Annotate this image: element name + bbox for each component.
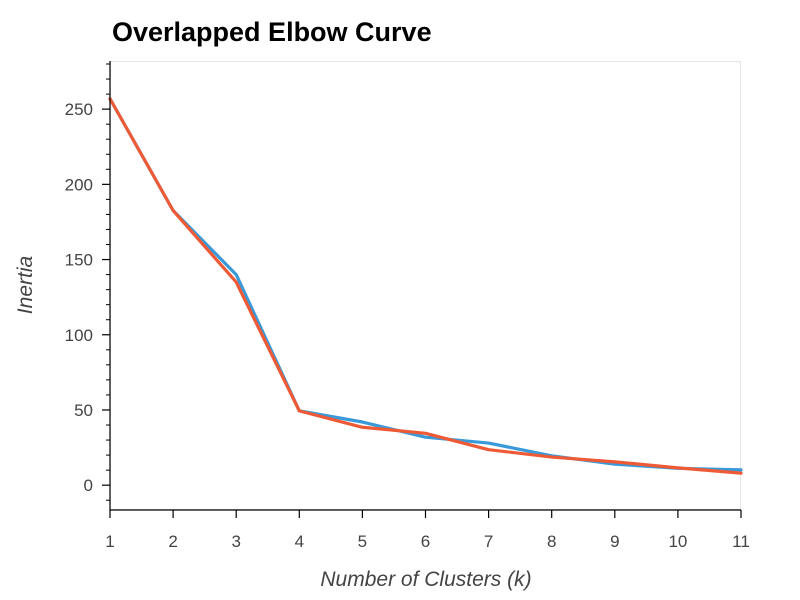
x-tick-label: 6 bbox=[421, 532, 430, 551]
x-ticks: 1 2 3 4 5 6 7 8 9 10 11 bbox=[105, 510, 750, 551]
x-tick-label: 10 bbox=[668, 532, 687, 551]
y-tick-label: 0 bbox=[84, 476, 93, 495]
y-tick-label: 150 bbox=[65, 251, 93, 270]
y-tick-label: 200 bbox=[65, 175, 93, 194]
y-tick-label: 250 bbox=[65, 100, 93, 119]
x-tick-label: 7 bbox=[484, 532, 493, 551]
x-tick-label: 8 bbox=[547, 532, 556, 551]
y-tick-label: 100 bbox=[65, 326, 93, 345]
x-tick-label: 1 bbox=[105, 532, 114, 551]
x-tick-label: 2 bbox=[168, 532, 177, 551]
series-line-2 bbox=[108, 97, 743, 475]
plot-frame bbox=[110, 61, 741, 510]
chart-title: Overlapped Elbow Curve bbox=[112, 17, 432, 47]
series-layer bbox=[108, 97, 743, 475]
series-line-1 bbox=[108, 97, 743, 472]
y-ticks: 0 50 100 150 200 250 bbox=[65, 63, 110, 501]
y-axis-label: Inertia bbox=[14, 256, 37, 314]
x-tick-label: 11 bbox=[732, 532, 750, 551]
x-tick-label: 4 bbox=[295, 532, 304, 551]
x-tick-label: 9 bbox=[610, 532, 619, 551]
x-tick-label: 5 bbox=[358, 532, 367, 551]
y-tick-label: 50 bbox=[74, 401, 93, 420]
x-tick-label: 3 bbox=[231, 532, 240, 551]
x-axis-label: Number of Clusters (k) bbox=[320, 568, 531, 591]
